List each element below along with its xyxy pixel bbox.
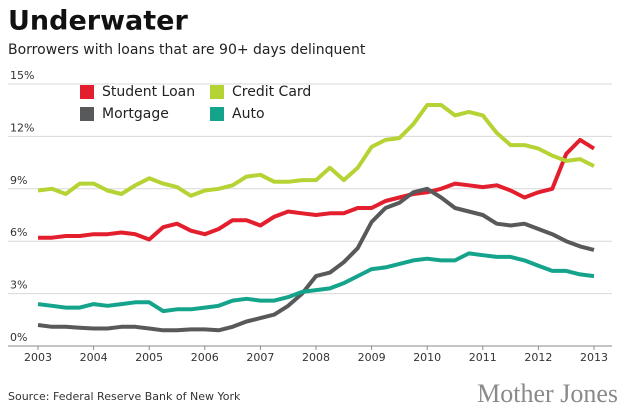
x-tick-label: 2008: [302, 351, 330, 364]
legend-swatch: [210, 107, 224, 121]
x-tick-label: 2006: [191, 351, 219, 364]
brand: Mother Jones: [477, 379, 618, 408]
series-line: [37, 251, 595, 314]
chart-subtitle: Borrowers with loans that are 90+ days d…: [8, 42, 366, 58]
x-tick-label: 2011: [469, 351, 497, 364]
y-tick-label: 9%: [10, 174, 27, 187]
y-tick-label: 15%: [10, 69, 34, 82]
source: Source: Federal Reserve Bank of New York: [8, 390, 241, 403]
y-tick-label: 0%: [10, 331, 27, 344]
legend-swatch: [210, 85, 224, 99]
series-line: [38, 137, 596, 242]
series-line: [37, 186, 595, 333]
x-tick-label: 2013: [580, 351, 608, 364]
legend-swatch: [80, 85, 94, 99]
x-tick-label: 2004: [80, 351, 108, 364]
x-tick-label: 2003: [24, 351, 52, 364]
legend-label: Mortgage: [102, 106, 169, 122]
x-tick-label: 2005: [135, 351, 163, 364]
legend-label: Credit Card: [232, 84, 311, 100]
series-line: [37, 103, 595, 198]
x-tick-label: 2007: [246, 351, 274, 364]
x-tick-label: 2010: [413, 351, 441, 364]
legend-label: Student Loan: [102, 84, 195, 100]
chart-title: Underwater: [8, 6, 188, 37]
y-tick-label: 3%: [10, 279, 27, 292]
legend-label: Auto: [232, 106, 265, 122]
x-tick-label: 2012: [524, 351, 552, 364]
legend-swatch: [80, 107, 94, 121]
y-tick-label: 12%: [10, 121, 34, 134]
x-tick-label: 2009: [358, 351, 386, 364]
y-tick-label: 6%: [10, 226, 27, 239]
